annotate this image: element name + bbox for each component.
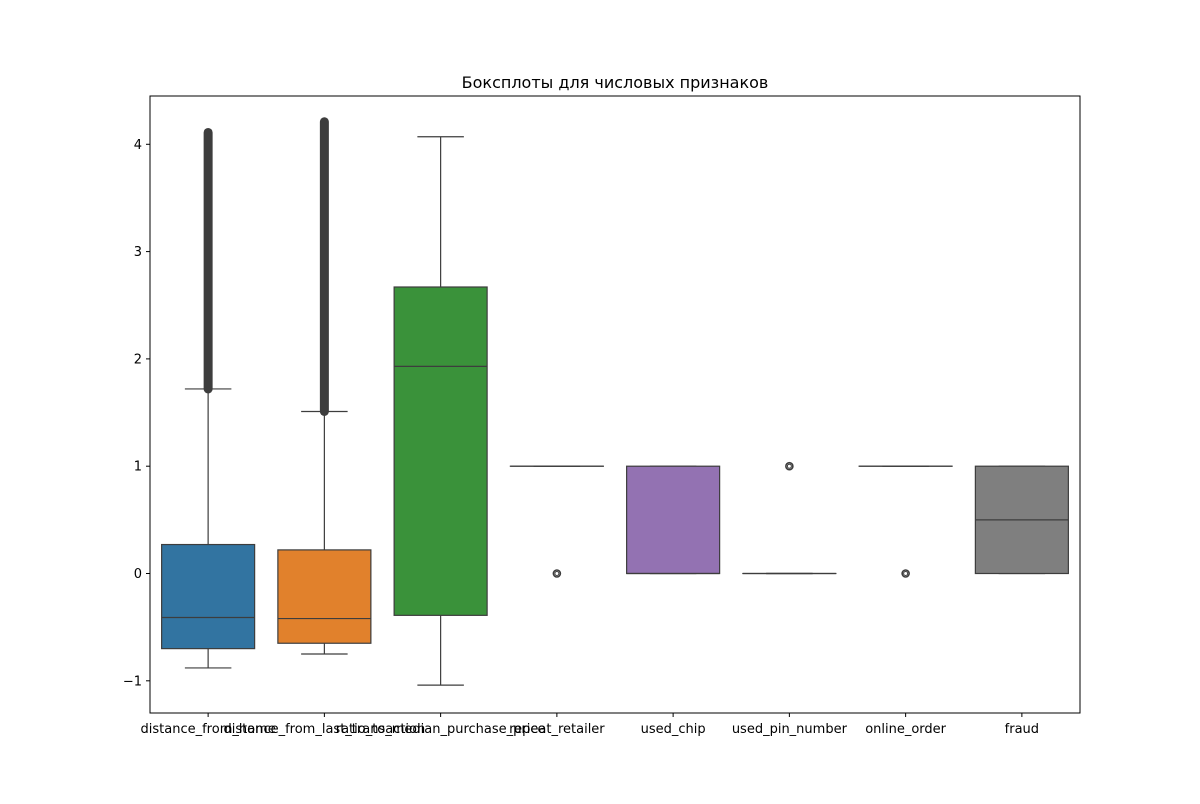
y-tick-label: 3 <box>134 245 142 260</box>
y-tick-label: 1 <box>134 460 142 475</box>
boxes-layer <box>162 122 1069 685</box>
box-group <box>278 122 371 654</box>
outlier-point-inner <box>787 464 791 468</box>
box-group <box>162 132 255 667</box>
box-group <box>859 466 952 577</box>
outlier-point-inner <box>555 572 559 576</box>
y-tick-label: −1 <box>123 674 142 689</box>
y-tick-label: 4 <box>134 138 142 153</box>
x-tick-label: used_pin_number <box>732 722 848 737</box>
outlier-point-inner <box>904 572 908 576</box>
box-group <box>394 137 487 685</box>
y-axis: −1 0 1 2 3 4 <box>123 138 150 690</box>
box-body <box>394 287 487 615</box>
box-group <box>743 463 836 574</box>
box-body <box>627 466 720 573</box>
x-tick-label: used_chip <box>641 722 706 737</box>
box-group <box>975 466 1068 573</box>
y-tick-label: 2 <box>134 352 142 367</box>
x-tick-label: fraud <box>1005 722 1039 737</box>
box-group <box>627 466 720 573</box>
x-axis: distance_from_homedistance_from_last_tra… <box>141 713 1040 737</box>
box-body <box>278 550 371 643</box>
x-tick-label: online_order <box>865 722 946 737</box>
x-tick-label: repeat_retailer <box>509 722 605 737</box>
chart-title: Боксплоты для числовых признаков <box>462 73 769 92</box>
box-group <box>510 466 603 577</box>
box-body <box>162 545 255 649</box>
y-tick-label: 0 <box>134 567 142 582</box>
